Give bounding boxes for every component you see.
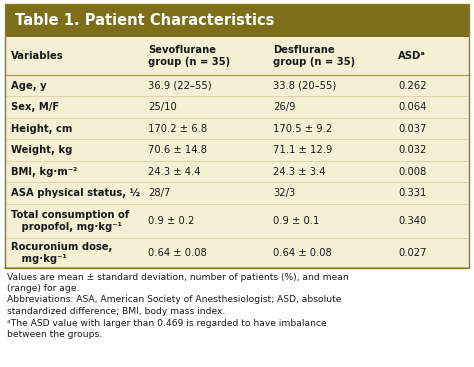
Text: 71.1 ± 12.9: 71.1 ± 12.9	[273, 145, 333, 155]
Text: Desflurane
group (n = 35): Desflurane group (n = 35)	[273, 45, 356, 67]
Text: 170.2 ± 6.8: 170.2 ± 6.8	[148, 124, 207, 134]
Text: Rocuronium dose,
   mg·kg⁻¹: Rocuronium dose, mg·kg⁻¹	[11, 242, 112, 264]
Text: Weight, kg: Weight, kg	[11, 145, 73, 155]
Text: 0.9 ± 0.1: 0.9 ± 0.1	[273, 216, 319, 226]
Text: 0.032: 0.032	[399, 145, 427, 155]
Text: Values are mean ± standard deviation, number of patients (%), and mean: Values are mean ± standard deviation, nu…	[7, 273, 349, 281]
Text: 0.008: 0.008	[399, 167, 427, 177]
Text: Sex, M/F: Sex, M/F	[11, 102, 59, 112]
Text: Table 1. Patient Characteristics: Table 1. Patient Characteristics	[15, 13, 274, 28]
Text: Sevoflurane
group (n = 35): Sevoflurane group (n = 35)	[148, 45, 230, 67]
Polygon shape	[5, 37, 469, 269]
Text: 0.262: 0.262	[399, 81, 427, 91]
Text: Total consumption of
   propofol, mg·kg⁻¹: Total consumption of propofol, mg·kg⁻¹	[11, 210, 129, 232]
Text: 0.064: 0.064	[399, 102, 427, 112]
Text: (range) for age.: (range) for age.	[7, 284, 79, 293]
Text: Height, cm: Height, cm	[11, 124, 73, 134]
Text: 0.037: 0.037	[399, 124, 427, 134]
Text: standardized difference; BMI, body mass index.: standardized difference; BMI, body mass …	[7, 307, 225, 316]
Text: 36.9 (22–55): 36.9 (22–55)	[148, 81, 211, 91]
Text: 0.027: 0.027	[399, 248, 427, 258]
Text: 24.3 ± 3.4: 24.3 ± 3.4	[273, 167, 326, 177]
Text: BMI, kg·m⁻²: BMI, kg·m⁻²	[11, 167, 77, 177]
Text: 26/9: 26/9	[273, 102, 296, 112]
Text: ᵃThe ASD value with larger than 0.469 is regarded to have imbalance: ᵃThe ASD value with larger than 0.469 is…	[7, 319, 327, 327]
Text: 32/3: 32/3	[273, 188, 295, 198]
Text: 28/7: 28/7	[148, 188, 170, 198]
Text: Variables: Variables	[11, 51, 64, 61]
Text: 25/10: 25/10	[148, 102, 177, 112]
Text: 24.3 ± 4.4: 24.3 ± 4.4	[148, 167, 201, 177]
Text: 0.9 ± 0.2: 0.9 ± 0.2	[148, 216, 194, 226]
Text: 170.5 ± 9.2: 170.5 ± 9.2	[273, 124, 332, 134]
Text: 70.6 ± 14.8: 70.6 ± 14.8	[148, 145, 207, 155]
Text: 0.340: 0.340	[399, 216, 427, 226]
Text: ASDᵃ: ASDᵃ	[399, 51, 426, 61]
Text: Age, y: Age, y	[11, 81, 46, 91]
Text: between the groups.: between the groups.	[7, 330, 102, 339]
Text: ASA physical status, ½: ASA physical status, ½	[11, 188, 140, 198]
Text: 0.64 ± 0.08: 0.64 ± 0.08	[148, 248, 207, 258]
Text: 0.331: 0.331	[399, 188, 427, 198]
Text: 0.64 ± 0.08: 0.64 ± 0.08	[273, 248, 332, 258]
Text: 33.8 (20–55): 33.8 (20–55)	[273, 81, 337, 91]
Text: Abbreviations: ASA, American Society of Anesthesiologist; ASD, absolute: Abbreviations: ASA, American Society of …	[7, 295, 341, 305]
Polygon shape	[5, 4, 469, 37]
